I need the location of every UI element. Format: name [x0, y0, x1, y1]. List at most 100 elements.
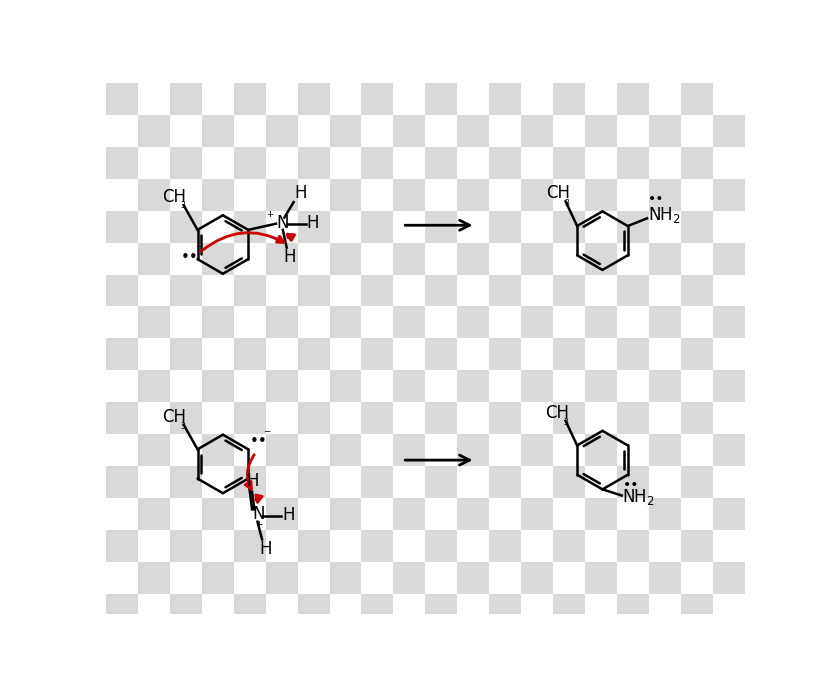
- Bar: [362, 210, 393, 243]
- Bar: [234, 275, 266, 306]
- Bar: [170, 530, 202, 562]
- Bar: [521, 498, 554, 530]
- Bar: [393, 626, 426, 658]
- Bar: [426, 562, 457, 594]
- Bar: [393, 530, 426, 562]
- Bar: [170, 83, 202, 115]
- Bar: [298, 275, 330, 306]
- Bar: [426, 530, 457, 562]
- Bar: [426, 434, 457, 466]
- Bar: [585, 371, 618, 402]
- Bar: [490, 275, 521, 306]
- FancyArrowPatch shape: [287, 234, 295, 241]
- Bar: [554, 338, 585, 371]
- Bar: [330, 147, 362, 179]
- Bar: [426, 306, 457, 338]
- Bar: [298, 83, 330, 115]
- Bar: [266, 210, 298, 243]
- Bar: [521, 275, 554, 306]
- Bar: [713, 83, 745, 115]
- Bar: [618, 434, 649, 466]
- Bar: [426, 594, 457, 626]
- FancyArrowPatch shape: [256, 495, 262, 502]
- Bar: [170, 594, 202, 626]
- Text: $_3$: $_3$: [564, 197, 570, 210]
- Bar: [649, 562, 681, 594]
- Bar: [202, 498, 234, 530]
- Bar: [362, 498, 393, 530]
- Bar: [585, 562, 618, 594]
- Bar: [234, 306, 266, 338]
- Bar: [457, 147, 490, 179]
- Bar: [585, 338, 618, 371]
- Bar: [681, 338, 713, 371]
- Bar: [266, 466, 298, 498]
- Bar: [106, 498, 138, 530]
- Bar: [681, 498, 713, 530]
- Bar: [138, 210, 170, 243]
- Bar: [170, 210, 202, 243]
- Text: N: N: [276, 215, 289, 233]
- Bar: [521, 179, 554, 210]
- Bar: [681, 434, 713, 466]
- Bar: [745, 594, 777, 626]
- Bar: [521, 147, 554, 179]
- Bar: [457, 498, 490, 530]
- Bar: [426, 115, 457, 147]
- Bar: [681, 275, 713, 306]
- Bar: [202, 562, 234, 594]
- Text: H: H: [282, 506, 295, 524]
- Bar: [138, 306, 170, 338]
- Bar: [234, 179, 266, 210]
- Bar: [266, 83, 298, 115]
- Bar: [426, 498, 457, 530]
- Bar: [330, 594, 362, 626]
- Bar: [234, 83, 266, 115]
- Bar: [106, 594, 138, 626]
- Bar: [266, 338, 298, 371]
- Bar: [618, 498, 649, 530]
- Bar: [298, 306, 330, 338]
- Bar: [362, 434, 393, 466]
- Bar: [330, 530, 362, 562]
- Bar: [393, 210, 426, 243]
- Bar: [585, 434, 618, 466]
- Bar: [362, 562, 393, 594]
- Bar: [298, 179, 330, 210]
- Bar: [266, 243, 298, 275]
- Bar: [393, 275, 426, 306]
- Bar: [426, 83, 457, 115]
- Bar: [745, 562, 777, 594]
- Bar: [106, 338, 138, 371]
- Bar: [362, 371, 393, 402]
- Bar: [713, 498, 745, 530]
- Bar: [138, 626, 170, 658]
- Bar: [490, 179, 521, 210]
- Bar: [490, 115, 521, 147]
- Text: $^+$: $^+$: [254, 521, 265, 534]
- Text: NH$_2$: NH$_2$: [622, 486, 655, 506]
- Bar: [713, 115, 745, 147]
- Bar: [681, 371, 713, 402]
- Text: H: H: [307, 215, 320, 233]
- Bar: [521, 371, 554, 402]
- Bar: [618, 179, 649, 210]
- Bar: [649, 434, 681, 466]
- Text: ••: ••: [181, 250, 198, 265]
- Bar: [298, 466, 330, 498]
- Bar: [681, 115, 713, 147]
- Bar: [298, 243, 330, 275]
- Bar: [298, 626, 330, 658]
- Bar: [106, 371, 138, 402]
- Bar: [106, 466, 138, 498]
- Bar: [554, 115, 585, 147]
- Bar: [170, 371, 202, 402]
- Bar: [745, 626, 777, 658]
- Bar: [106, 179, 138, 210]
- Bar: [266, 530, 298, 562]
- Bar: [457, 115, 490, 147]
- Bar: [681, 306, 713, 338]
- Bar: [298, 434, 330, 466]
- Bar: [618, 115, 649, 147]
- Bar: [521, 243, 554, 275]
